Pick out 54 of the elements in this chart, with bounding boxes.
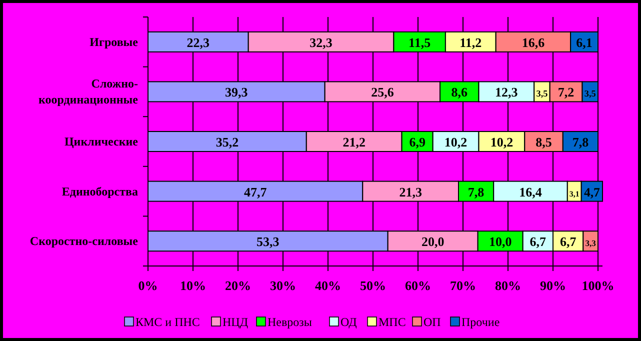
x-tick-label: 60% <box>405 278 431 293</box>
legend-label: НЦД <box>222 315 248 329</box>
legend-label: МПС <box>378 315 406 329</box>
x-tick-label: 90% <box>540 278 566 293</box>
legend-label: КМС и ПНС <box>136 315 200 329</box>
x-tick-label: 70% <box>450 278 476 293</box>
legend-label: Неврозы <box>268 315 312 329</box>
data-label: 25,6 <box>371 84 394 100</box>
x-tick-label: 40% <box>315 278 341 293</box>
data-label: 53,3 <box>256 234 280 250</box>
data-label: 8,6 <box>451 84 468 100</box>
data-label: 3,5 <box>536 88 548 99</box>
legend-label: ОП <box>424 315 442 329</box>
y-tick-label: Скоростно-силовые <box>30 234 139 248</box>
data-label: 4,7 <box>584 185 601 200</box>
data-label: 6,9 <box>409 134 426 150</box>
data-label: 3,5 <box>584 88 596 99</box>
data-label: 22,3 <box>186 34 210 50</box>
data-label: 12,3 <box>495 84 518 100</box>
legend-label: ОД <box>340 315 357 329</box>
data-label: 21,3 <box>399 184 422 200</box>
x-tick-label: 20% <box>225 278 251 293</box>
x-tick-label: 80% <box>495 278 521 293</box>
x-tick-label: 50% <box>360 278 386 293</box>
data-label: 10,0 <box>488 234 512 250</box>
data-label: 11,2 <box>460 34 482 50</box>
data-label: 7,2 <box>558 84 574 100</box>
data-label: 8,5 <box>536 134 552 150</box>
x-tick-label: 0% <box>138 278 158 293</box>
x-tick-label: 100% <box>582 278 614 293</box>
data-label: 16,4 <box>519 184 542 200</box>
y-tick-label: Циклические <box>64 134 139 148</box>
data-label: 6,1 <box>576 34 592 50</box>
data-label: 6,7 <box>560 234 577 250</box>
data-label: 32,3 <box>310 34 333 50</box>
data-label: 3,3 <box>585 238 596 248</box>
y-tick-label: Единоборства <box>62 184 138 198</box>
y-tick-label: Сложно-координационные <box>38 76 139 107</box>
data-label: 21,2 <box>342 134 366 150</box>
data-label: 7,8 <box>468 184 485 200</box>
data-label: 6,7 <box>530 234 547 250</box>
data-label: 20,0 <box>421 234 444 250</box>
data-label: 10,2 <box>444 134 468 150</box>
data-label: 11,5 <box>408 34 432 50</box>
legend-label: Прочие <box>462 315 500 329</box>
x-tick-label: 10% <box>180 278 206 293</box>
y-tick-label: Игровые <box>90 34 139 49</box>
data-label: 35,2 <box>216 134 239 150</box>
data-label: 7,8 <box>572 134 590 150</box>
data-label: 39,3 <box>225 84 248 100</box>
data-label: 16,6 <box>522 34 546 50</box>
x-tick-label: 30% <box>270 278 296 293</box>
data-label: 10,2 <box>490 134 514 150</box>
data-label: 47,7 <box>244 184 268 200</box>
